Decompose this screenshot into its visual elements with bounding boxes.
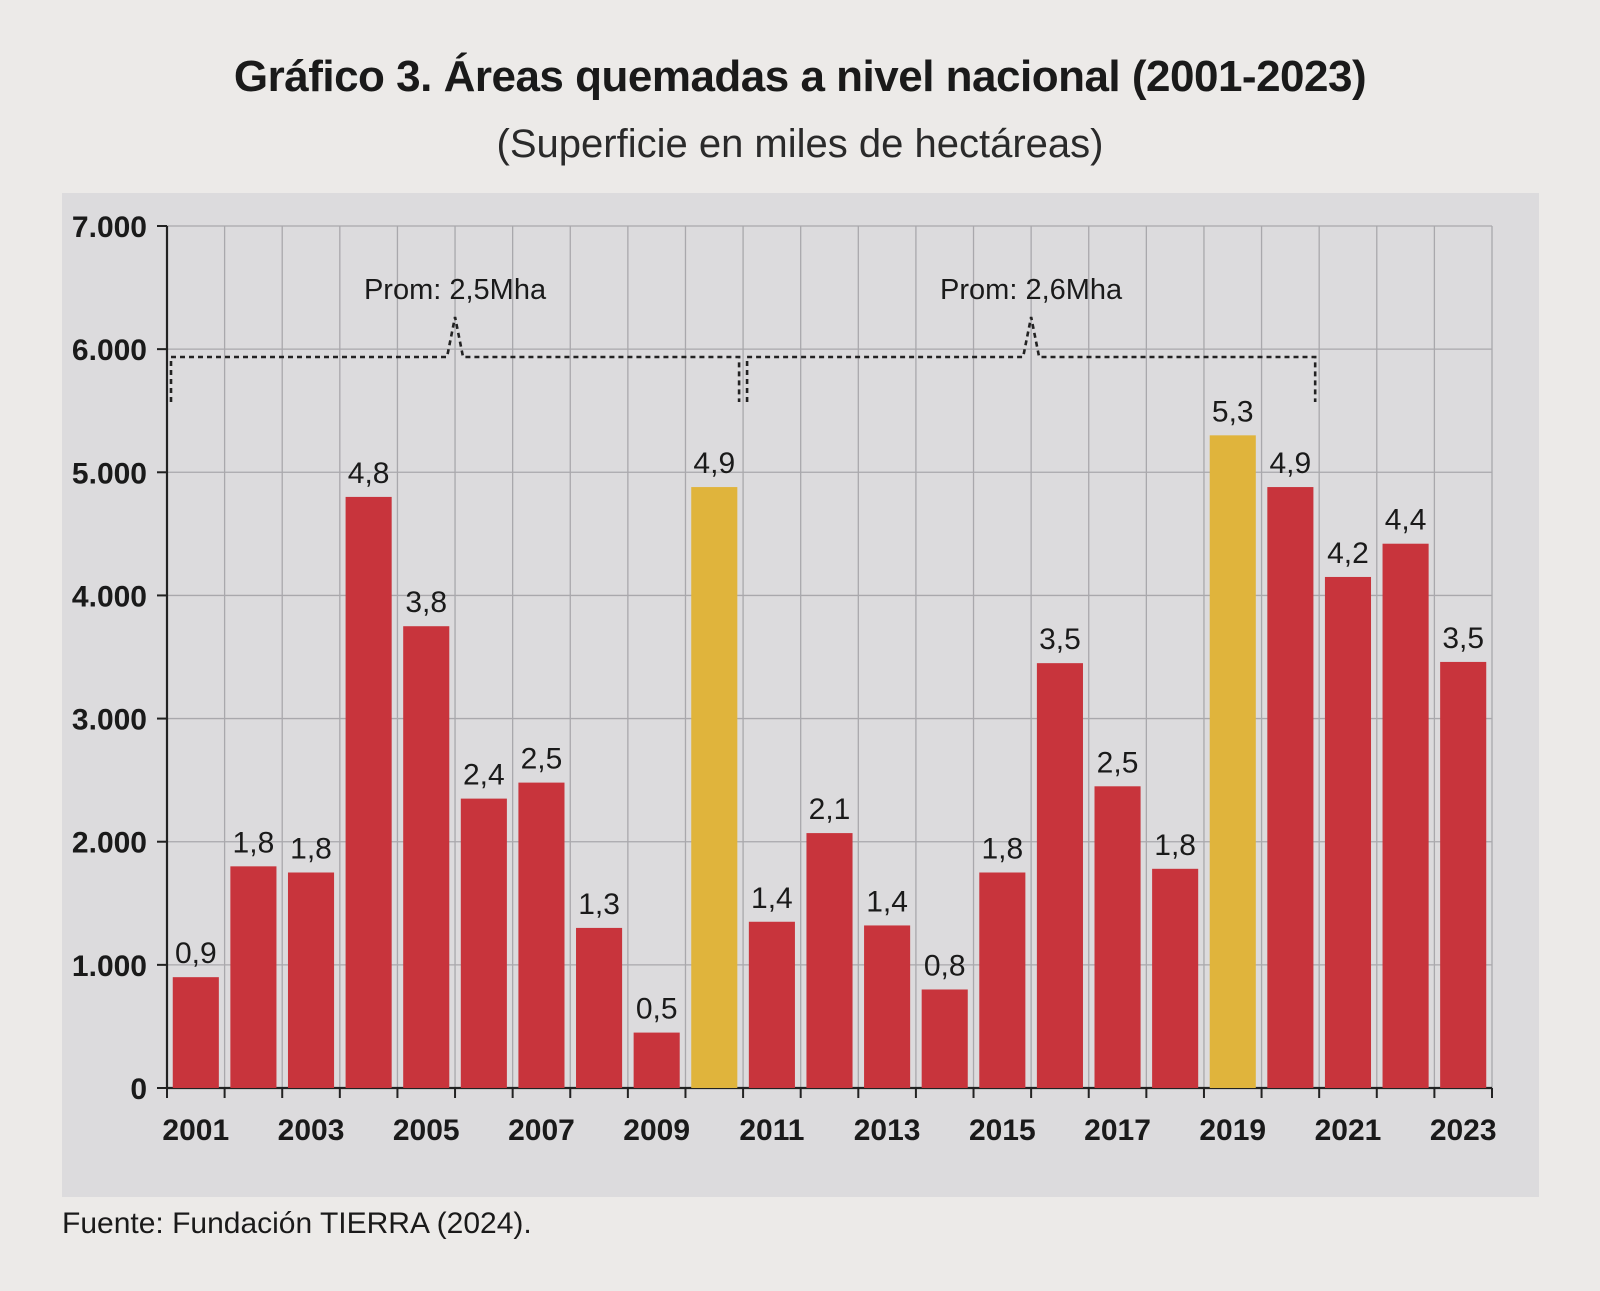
y-tick-label: 5.000 bbox=[72, 457, 147, 490]
bar-2009 bbox=[633, 1032, 680, 1088]
average-label: Prom: 2,6Mha bbox=[940, 274, 1123, 306]
bar-2014 bbox=[921, 989, 968, 1088]
bar-2010 bbox=[691, 487, 738, 1088]
bar-2002 bbox=[230, 866, 277, 1088]
data-label-2011: 1,4 bbox=[751, 882, 793, 915]
data-label-2020: 4,9 bbox=[1270, 447, 1312, 480]
bar-2013 bbox=[864, 925, 911, 1088]
data-label-2017: 2,5 bbox=[1097, 746, 1139, 779]
data-label-2005: 3,8 bbox=[405, 586, 447, 619]
data-label-2022: 4,4 bbox=[1385, 504, 1427, 537]
chart-title: Gráfico 3. Áreas quemadas a nivel nacion… bbox=[233, 52, 1367, 101]
average-bracket bbox=[169, 316, 741, 402]
bar-2022 bbox=[1382, 543, 1429, 1088]
bar-2021 bbox=[1324, 576, 1372, 1088]
bar-2012 bbox=[806, 833, 853, 1088]
y-tick-label: 3.000 bbox=[72, 704, 147, 737]
source-note: Fuente: Fundación TIERRA (2024). bbox=[62, 1207, 532, 1240]
bar-2011 bbox=[748, 921, 795, 1088]
x-tick-label: 2001 bbox=[162, 1114, 229, 1147]
bar-2015 bbox=[979, 872, 1026, 1088]
y-tick-label: 4.000 bbox=[72, 580, 147, 613]
bar-2005 bbox=[403, 626, 450, 1088]
x-tick-label: 2005 bbox=[393, 1114, 460, 1147]
data-label-2018: 1,8 bbox=[1154, 829, 1196, 862]
data-label-2013: 1,4 bbox=[866, 885, 908, 918]
data-label-2008: 1,3 bbox=[578, 888, 620, 921]
data-label-2004: 4,8 bbox=[348, 457, 390, 490]
data-label-2016: 3,5 bbox=[1039, 623, 1081, 656]
bar-2007 bbox=[518, 782, 565, 1088]
average-bracket bbox=[745, 316, 1317, 402]
chart-subtitle: (Superficie en miles de hectáreas) bbox=[496, 122, 1104, 166]
data-label-2001: 0,9 bbox=[175, 937, 217, 970]
average-label: Prom: 2,5Mha bbox=[364, 274, 547, 306]
x-tick-label: 2017 bbox=[1084, 1114, 1151, 1147]
bar-2019 bbox=[1209, 435, 1256, 1088]
x-tick-label: 2019 bbox=[1199, 1114, 1266, 1147]
data-label-2023: 3,5 bbox=[1442, 622, 1484, 655]
data-label-2019: 5,3 bbox=[1212, 395, 1254, 428]
x-tick-label: 2013 bbox=[854, 1114, 921, 1147]
bar-2023 bbox=[1440, 661, 1487, 1088]
x-tick-label: 2015 bbox=[969, 1114, 1036, 1147]
x-tick-label: 2023 bbox=[1430, 1114, 1497, 1147]
bar-2017 bbox=[1094, 786, 1141, 1088]
data-label-2014: 0,8 bbox=[924, 949, 966, 982]
bar-chart: 0 1.000 2.000 3.000 4.000 5.000 6.000 7.000 0,9 1… bbox=[72, 211, 1497, 1147]
data-label-2015: 1,8 bbox=[981, 833, 1023, 866]
x-tick-label: 2007 bbox=[508, 1114, 575, 1147]
y-tick-label: 0 bbox=[130, 1073, 147, 1106]
bar-2008 bbox=[576, 927, 623, 1088]
data-label-2003: 1,8 bbox=[290, 833, 332, 866]
y-tick-label: 1.000 bbox=[72, 950, 147, 983]
bar-2018 bbox=[1152, 868, 1199, 1088]
x-tick-label: 2021 bbox=[1315, 1114, 1382, 1147]
bar-2016 bbox=[1036, 663, 1083, 1088]
y-tick-label: 2.000 bbox=[72, 827, 147, 860]
data-label-2012: 2,1 bbox=[809, 793, 851, 826]
data-label-2021: 4,2 bbox=[1327, 537, 1369, 570]
bar-2003 bbox=[287, 872, 335, 1088]
bar-2001 bbox=[172, 977, 219, 1088]
data-label-2007: 2,5 bbox=[521, 743, 563, 776]
bar-2006 bbox=[460, 798, 507, 1088]
data-label-2010: 4,9 bbox=[693, 447, 735, 480]
x-tick-label: 2009 bbox=[623, 1114, 690, 1147]
bar-2020 bbox=[1267, 487, 1314, 1088]
y-tick-label: 7.000 bbox=[72, 211, 147, 244]
bar-2004 bbox=[345, 496, 392, 1088]
data-label-2009: 0,5 bbox=[636, 993, 678, 1026]
data-label-2006: 2,4 bbox=[463, 759, 505, 792]
data-label-2002: 1,8 bbox=[233, 826, 275, 859]
x-tick-label: 2003 bbox=[278, 1114, 345, 1147]
y-tick-label: 6.000 bbox=[72, 334, 147, 367]
x-tick-label: 2011 bbox=[739, 1114, 804, 1147]
